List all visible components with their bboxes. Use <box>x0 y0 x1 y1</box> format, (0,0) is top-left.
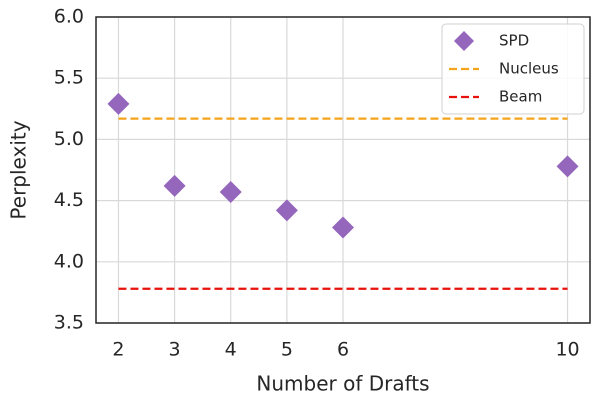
x-tick-label: 3 <box>169 339 181 361</box>
x-tick-label: 10 <box>555 339 579 361</box>
x-tick-label: 2 <box>112 339 124 361</box>
point <box>332 216 354 239</box>
point <box>163 174 186 197</box>
point <box>219 181 242 204</box>
x-tick-label: 5 <box>281 339 293 361</box>
y-axis-title: Perplexity <box>7 120 31 219</box>
x-axis-title: Number of Drafts <box>256 372 429 396</box>
point <box>556 155 579 178</box>
y-tick-label: 4.0 <box>54 250 84 272</box>
legend-box <box>441 23 585 115</box>
point <box>275 199 298 222</box>
legend: SPD Nucleus Beam <box>441 23 585 115</box>
y-tick-label: 5.0 <box>54 128 84 150</box>
legend-label: Nucleus <box>499 60 559 78</box>
y-tick-label: 4.5 <box>54 189 84 211</box>
legend-marker <box>454 31 474 51</box>
y-tick-label: 3.5 <box>54 312 84 334</box>
y-tick-label: 5.5 <box>54 67 84 89</box>
point <box>107 92 130 115</box>
x-tick-label: 6 <box>337 339 349 361</box>
legend-label: Beam <box>499 88 542 106</box>
y-tick-label: 6.0 <box>54 6 84 28</box>
plot-frame <box>95 16 591 324</box>
legend-label: SPD <box>499 32 529 50</box>
x-tick-label: 4 <box>225 339 237 361</box>
